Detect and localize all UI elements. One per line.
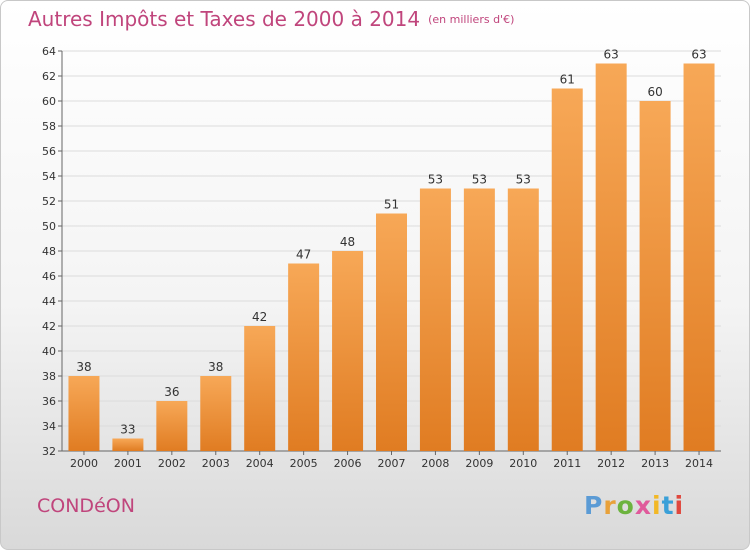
y-tick-label: 60: [42, 95, 56, 108]
x-tick-label: 2005: [290, 457, 318, 470]
x-tick-label: 2006: [334, 457, 362, 470]
bar: [200, 376, 232, 451]
y-tick-label: 44: [42, 295, 56, 308]
y-tick-label: 40: [42, 345, 56, 358]
bar-value-label: 47: [296, 248, 311, 262]
y-tick-label: 58: [42, 120, 56, 133]
x-tick-label: 2012: [597, 457, 625, 470]
y-tick-label: 48: [42, 245, 56, 258]
bar-value-label: 48: [340, 235, 355, 249]
x-tick-label: 2002: [158, 457, 186, 470]
bar: [419, 188, 451, 451]
bar-value-label: 33: [120, 423, 135, 437]
x-tick-label: 2004: [246, 457, 274, 470]
y-tick-label: 62: [42, 70, 56, 83]
bar: [639, 101, 671, 451]
bar-value-label: 42: [252, 310, 267, 324]
bar: [156, 401, 188, 451]
y-tick-label: 34: [42, 420, 56, 433]
bar: [244, 326, 276, 451]
x-tick-label: 2003: [202, 457, 230, 470]
bar-value-label: 53: [472, 173, 487, 187]
x-tick-label: 2009: [465, 457, 493, 470]
x-tick-label: 2011: [553, 457, 581, 470]
bar-value-label: 51: [384, 198, 399, 212]
x-tick-label: 2013: [641, 457, 669, 470]
bar-value-label: 36: [164, 385, 179, 399]
x-tick-label: 2014: [685, 457, 713, 470]
logo-letter: o: [616, 491, 635, 520]
logo-letter: P: [584, 491, 604, 520]
y-tick-label: 56: [42, 145, 56, 158]
bar-value-label: 63: [604, 48, 619, 62]
chart-title: Autres Impôts et Taxes de 2000 à 2014 (en…: [28, 7, 514, 31]
chart-title-text: Autres Impôts et Taxes de 2000 à 2014: [28, 7, 421, 31]
bar: [112, 438, 144, 451]
x-tick-label: 2007: [378, 457, 406, 470]
y-tick-label: 50: [42, 220, 56, 233]
bar-value-label: 63: [691, 48, 706, 62]
bar: [332, 251, 364, 451]
logo-letter: r: [603, 491, 617, 520]
bar: [595, 63, 627, 451]
y-tick-label: 36: [42, 395, 56, 408]
x-tick-label: 2000: [70, 457, 98, 470]
bar-value-label: 38: [208, 360, 223, 374]
bar-value-label: 38: [76, 360, 91, 374]
bar: [683, 63, 715, 451]
bar-value-label: 61: [560, 73, 575, 87]
y-tick-label: 64: [42, 45, 56, 58]
y-tick-label: 42: [42, 320, 56, 333]
commune-name: CONDéON: [37, 495, 135, 517]
logo-letter: i: [652, 491, 662, 520]
x-tick-label: 2008: [421, 457, 449, 470]
bar: [68, 376, 100, 451]
y-tick-label: 54: [42, 170, 56, 183]
bar-value-label: 53: [516, 173, 531, 187]
y-tick-label: 46: [42, 270, 56, 283]
logo-letter: x: [634, 491, 652, 520]
bar: [551, 88, 583, 451]
bar: [288, 263, 320, 451]
bar-value-label: 53: [428, 173, 443, 187]
y-tick-label: 32: [42, 445, 56, 458]
x-tick-label: 2010: [509, 457, 537, 470]
bar-value-label: 60: [647, 85, 662, 99]
bar: [376, 213, 407, 451]
y-tick-label: 38: [42, 370, 56, 383]
chart-unit: (en milliers d'€): [428, 13, 515, 26]
bar: [463, 188, 495, 451]
proxiti-logo: Proxiti: [584, 491, 684, 520]
logo-letter: t: [661, 491, 675, 520]
x-tick-label: 2001: [114, 457, 142, 470]
bar: [507, 188, 539, 451]
y-tick-label: 52: [42, 195, 56, 208]
logo-letter: i: [674, 491, 685, 520]
